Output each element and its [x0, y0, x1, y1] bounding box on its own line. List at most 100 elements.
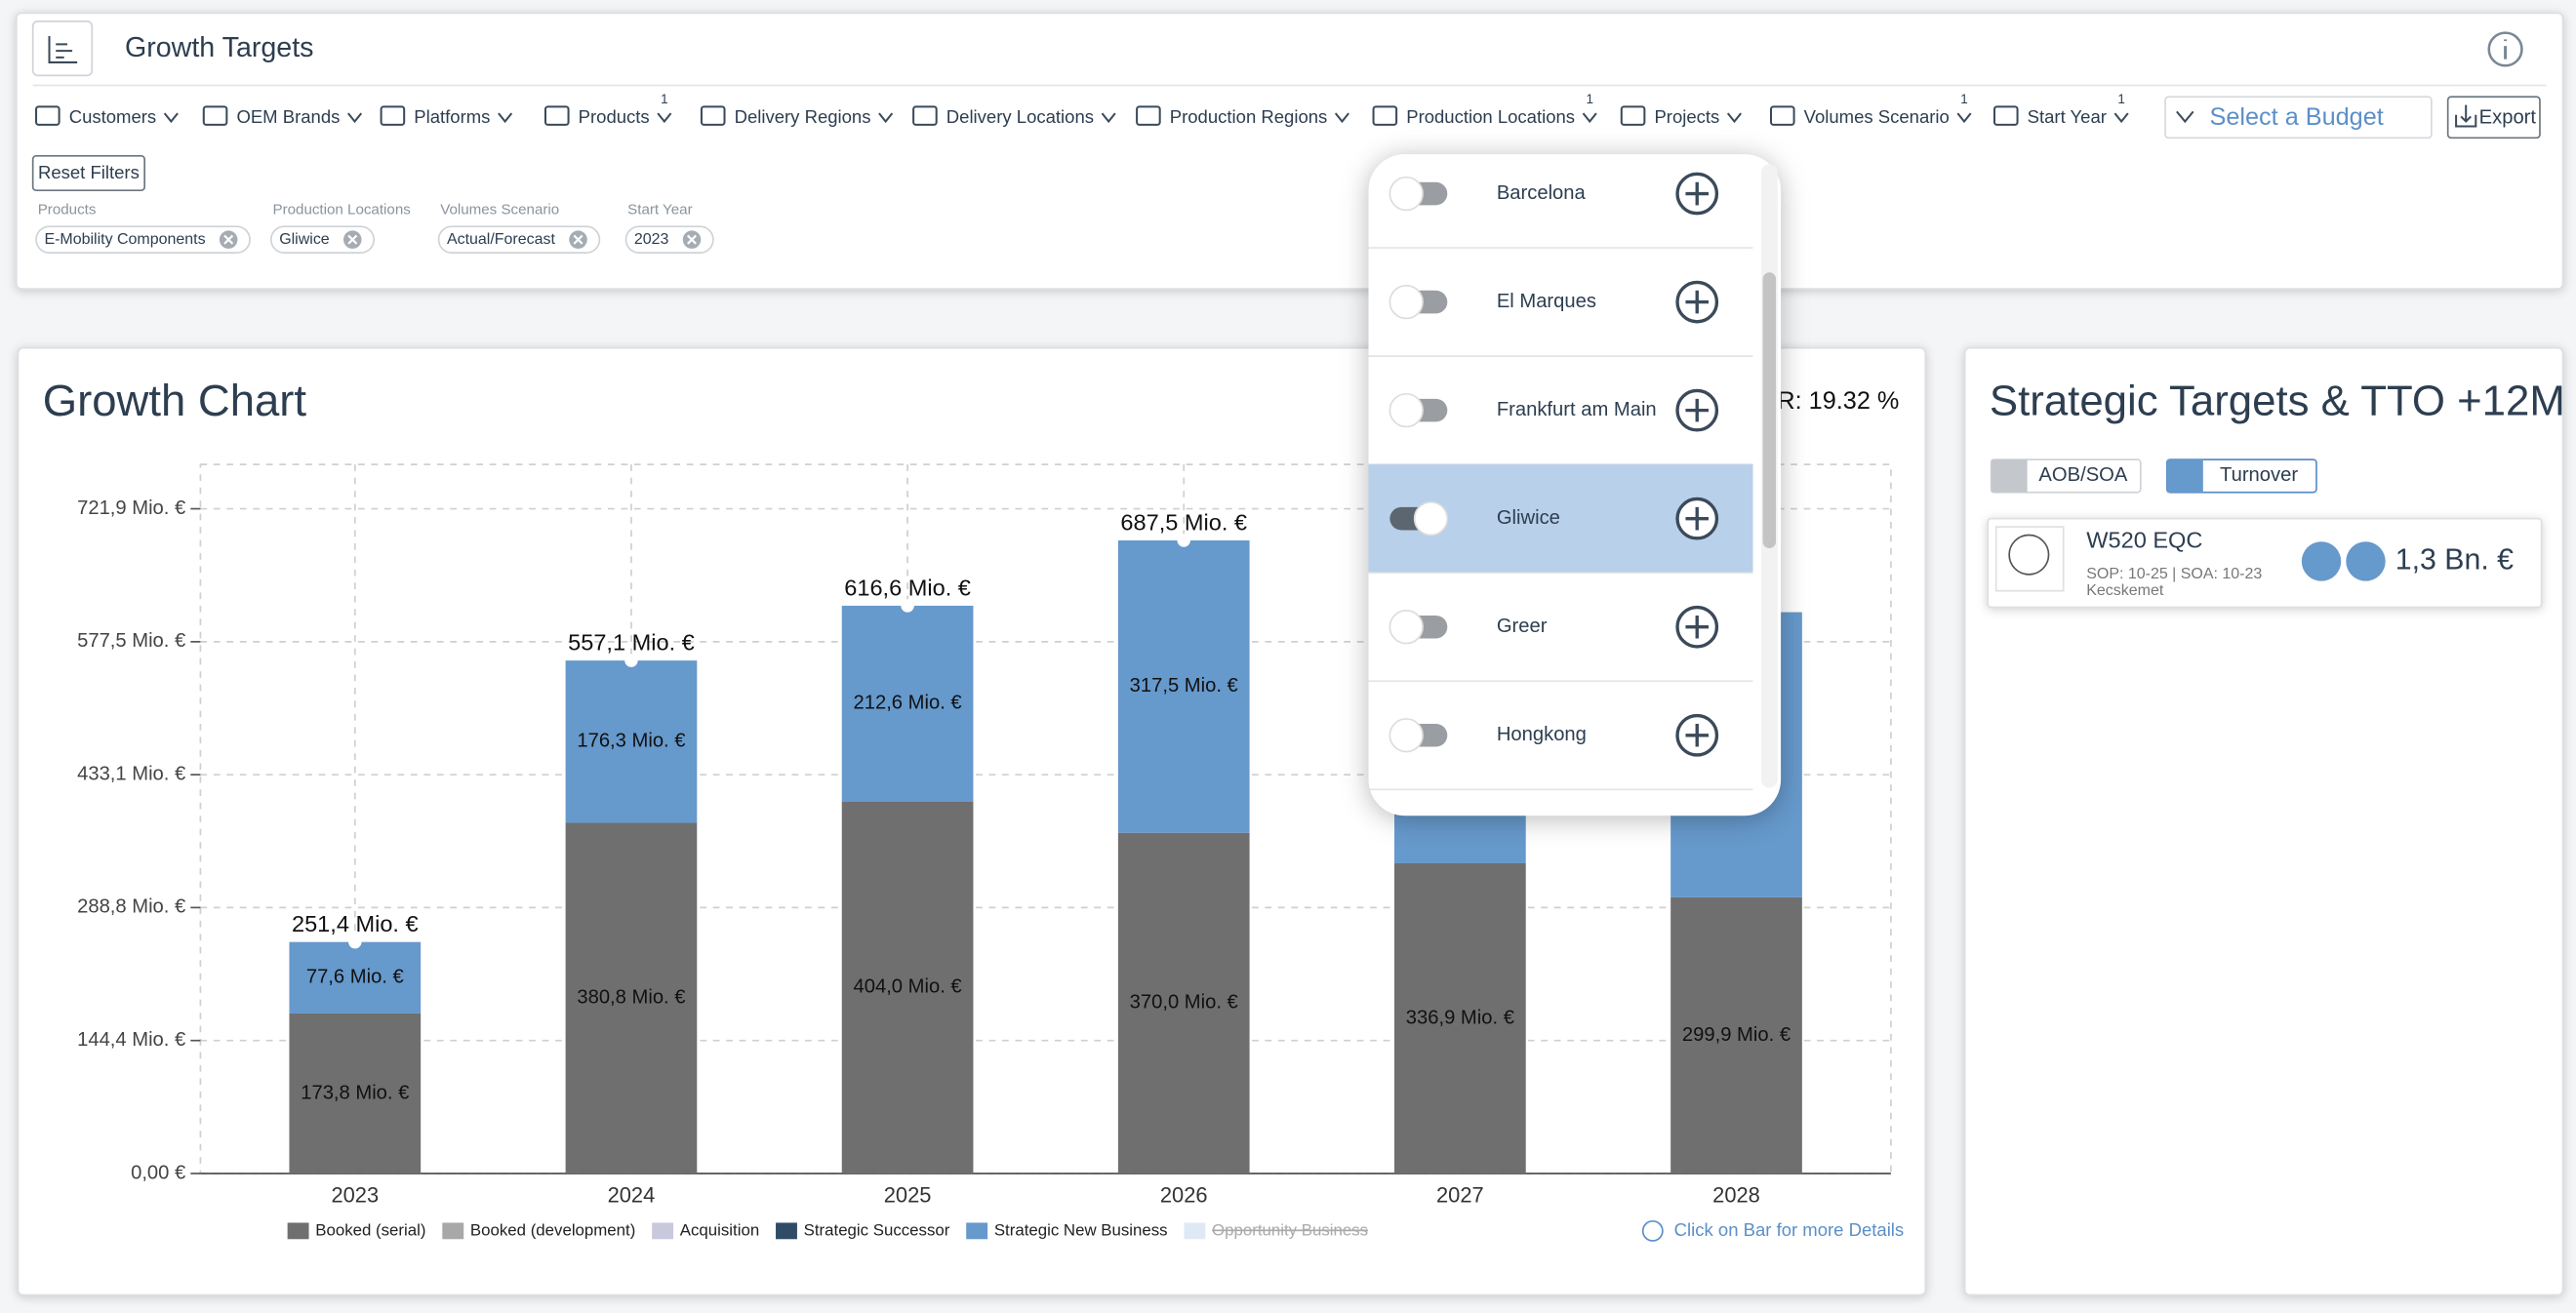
location-label[interactable]: Greer — [1497, 616, 1548, 637]
chip[interactable] — [624, 225, 714, 254]
location-label[interactable]: El Marques — [1497, 291, 1596, 312]
budget-chevron — [2176, 110, 2194, 124]
filter[interactable]: Start Year 1 — [1992, 92, 2129, 127]
brand-logo — [2008, 534, 2050, 576]
chip[interactable] — [269, 225, 376, 254]
filter[interactable]: Production Locations 1 — [1372, 92, 1597, 127]
filter[interactable]: Projects — [1620, 105, 1742, 127]
filter[interactable]: Customers — [35, 105, 179, 127]
chip-caption: Production Locations — [272, 201, 411, 218]
segment-label: 336,9 Mio. € — [1406, 1007, 1514, 1028]
item-value: 1,3 Bn. € — [2395, 543, 2514, 576]
reset-button[interactable] — [31, 154, 146, 192]
plot-frame — [199, 463, 1892, 1174]
bar-segment[interactable] — [1117, 540, 1250, 833]
export-icon — [2455, 104, 2477, 128]
location-logo-mark — [1685, 723, 1710, 747]
filter-label: Delivery Regions — [735, 106, 871, 127]
filter[interactable]: OEM Brands — [202, 105, 363, 127]
filter-badge: 1 — [1960, 92, 1967, 106]
filter-icon — [202, 105, 228, 126]
filter[interactable]: Delivery Regions — [700, 105, 894, 127]
filter-icon — [700, 105, 726, 126]
legend-label[interactable]: Booked (serial) — [315, 1220, 425, 1239]
scroll-thumb[interactable] — [1762, 272, 1777, 548]
filter-caret — [1726, 112, 1742, 124]
filter-label: Products — [579, 106, 650, 127]
legend-label[interactable]: Acquisition — [680, 1220, 759, 1239]
filter-label: Customers — [69, 106, 156, 127]
chip-remove-x — [223, 234, 234, 245]
targets-title: Strategic Targets & TTO +12M — [1990, 377, 2565, 424]
switch-knob — [1389, 392, 1424, 428]
target-item[interactable] — [1987, 517, 2543, 609]
legend-swatch[interactable] — [652, 1222, 674, 1240]
filter[interactable]: Delivery Locations — [912, 105, 1116, 127]
menu-button[interactable] — [31, 20, 94, 77]
filter-label: Platforms — [414, 106, 490, 127]
segment-label: 176,3 Mio. € — [577, 731, 685, 752]
filter-label: Volumes Scenario — [1804, 106, 1950, 127]
bar-segment[interactable] — [1117, 832, 1250, 1174]
legend-label[interactable]: Strategic New Business — [994, 1220, 1168, 1239]
filter[interactable]: Products 1 — [543, 92, 672, 127]
filter-icon — [543, 105, 570, 126]
bar-segment[interactable] — [1670, 896, 1802, 1174]
filter-label: Production Regions — [1170, 106, 1328, 127]
legend-swatch[interactable] — [287, 1222, 309, 1240]
bar-segment[interactable] — [841, 605, 974, 802]
location-dropdown[interactable]: Barcelona El Marques Frankfurt am Main Gliw… — [1368, 154, 1782, 816]
info-button[interactable] — [2487, 31, 2523, 67]
budget-select[interactable] — [2164, 96, 2433, 139]
filter[interactable]: Production Regions — [1136, 105, 1349, 127]
y-tick-label: 433,1 Mio. € — [77, 763, 185, 784]
filter-caret — [498, 112, 513, 124]
y-tick-label: 721,9 Mio. € — [77, 497, 185, 519]
bar-segment[interactable] — [565, 660, 698, 823]
legend-swatch[interactable] — [442, 1222, 464, 1240]
filter-caret — [347, 112, 363, 124]
bar-segment[interactable] — [841, 801, 974, 1174]
total-label: 251,4 Mio. € — [292, 911, 419, 936]
filter-label: Projects — [1654, 106, 1719, 127]
filter-label: Delivery Locations — [946, 106, 1094, 127]
bar-segment[interactable] — [289, 1013, 422, 1174]
legend-swatch[interactable] — [966, 1222, 988, 1240]
y-tick-label: 0,00 € — [131, 1162, 185, 1183]
chip-caption: Volumes Scenario — [440, 201, 559, 218]
filter-caret — [163, 112, 179, 124]
filter-caret — [1334, 112, 1349, 124]
filter-icon — [1992, 105, 2019, 126]
chip[interactable] — [437, 225, 601, 254]
location-label[interactable]: Hongkong — [1497, 724, 1587, 745]
chip[interactable] — [35, 225, 251, 254]
location-label[interactable]: Gliwice — [1497, 507, 1560, 529]
legend-swatch[interactable] — [1184, 1222, 1206, 1240]
filter-badge: 1 — [661, 92, 667, 106]
total-dot — [901, 599, 914, 613]
chip-value: E-Mobility Components — [44, 231, 205, 248]
switch-knob — [1389, 610, 1424, 645]
bar-segment[interactable] — [565, 822, 698, 1174]
filter[interactable]: Platforms — [380, 105, 513, 127]
legend-label[interactable]: Opportunity Business — [1212, 1220, 1368, 1239]
filter-label: Production Locations — [1406, 106, 1575, 127]
filter-icon — [1620, 105, 1646, 126]
bar-segment[interactable] — [1394, 862, 1526, 1174]
filter-icon — [380, 105, 406, 126]
legend-label[interactable]: Strategic Successor — [804, 1220, 950, 1239]
status-icon — [2301, 541, 2342, 581]
chip-caption: Start Year — [627, 201, 692, 218]
export-button[interactable] — [2446, 96, 2541, 139]
legend-swatch[interactable] — [776, 1222, 797, 1240]
filter[interactable]: Volumes Scenario 1 — [1769, 92, 1972, 127]
legend-hint[interactable]: Click on Bar for more Details — [1674, 1219, 1905, 1240]
segment-label: 173,8 Mio. € — [301, 1082, 409, 1103]
bar-segment[interactable] — [289, 941, 422, 1014]
legend-label[interactable]: Booked (development) — [470, 1220, 635, 1239]
page-title: Growth Targets — [125, 32, 314, 63]
brand-logo-box — [1994, 526, 2065, 592]
location-label[interactable]: Barcelona — [1497, 182, 1587, 204]
reset-label: Reset Filters — [38, 162, 140, 182]
location-label[interactable]: Frankfurt am Main — [1497, 399, 1657, 420]
